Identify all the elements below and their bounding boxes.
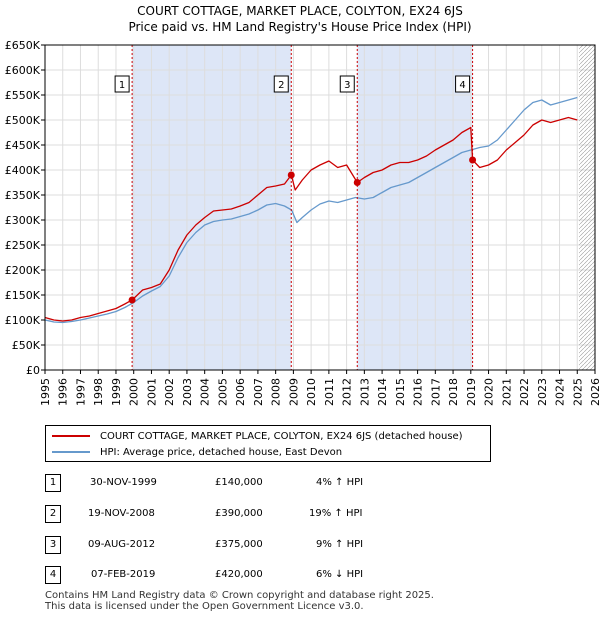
transaction-price: £375,000: [215, 539, 263, 550]
y-tick-label: £600K: [5, 64, 41, 77]
sale-label-box: [339, 75, 355, 93]
x-tick-label: 2002: [163, 378, 176, 406]
sale-point: [128, 296, 136, 304]
transaction-price: £140,000: [215, 477, 263, 488]
shaded-region: [357, 45, 473, 370]
forecast-hatch: [579, 45, 595, 370]
footer-copyright: Contains HM Land Registry data © Crown c…: [45, 590, 434, 601]
x-tick-label: 2021: [500, 378, 513, 406]
property-series-line: [44, 116, 578, 322]
chart-area: 1 2 3 4 £0 £50K £100K £150K £200K £250K £300K £350…: [5, 39, 600, 406]
x-tick-label: 2019: [465, 378, 478, 406]
transaction-hpi: 9% ↑ HPI: [316, 539, 364, 550]
x-tick-label: 2024: [554, 378, 567, 406]
x-tick-label: 2008: [270, 378, 283, 406]
x-tick-label: 2013: [358, 378, 371, 406]
y-tick-label: £650K: [5, 39, 41, 52]
footer-license: This data is licensed under the Open Gov…: [45, 601, 364, 612]
transaction-number: 3: [45, 536, 61, 554]
x-tick-label: 2010: [305, 378, 318, 406]
transaction-row: 1 30-NOV-1999 £140,000 4% ↑ HPI: [45, 474, 505, 494]
transaction-date: 19-NOV-2008: [88, 508, 155, 519]
x-tick-label: 2022: [518, 378, 531, 406]
y-tick-label: £500K: [5, 114, 41, 127]
x-tick-label: 2001: [145, 378, 158, 406]
legend-item-hpi: HPI: Average price, detached house, East…: [52, 444, 342, 460]
legend-label-hpi: HPI: Average price, detached house, East…: [100, 446, 343, 458]
x-tick-label: 2009: [287, 378, 300, 406]
x-tick-label: 1999: [110, 378, 123, 406]
transaction-row: 4 07-FEB-2019 £420,000 6% ↓ HPI: [45, 566, 505, 586]
sale-point: [353, 179, 361, 186]
transaction-hpi: 19% ↑ HPI: [309, 508, 363, 519]
x-tick-label: 2011: [323, 378, 336, 406]
sale-label-box: [114, 75, 130, 93]
transaction-date: 09-AUG-2012: [88, 539, 156, 550]
transaction-number: 1: [45, 474, 61, 492]
x-tick-label: 1995: [39, 378, 52, 406]
y-tick-label: £100K: [5, 314, 41, 327]
y-tick-label: £150K: [5, 289, 41, 302]
x-tick-label: 2003: [181, 378, 194, 406]
x-tick-label: 2006: [234, 378, 247, 406]
y-tick-label: £350K: [5, 189, 41, 202]
sale-label-box: [273, 75, 289, 93]
legend-swatch-hpi: [52, 451, 90, 453]
legend-swatch-property: [52, 435, 90, 437]
sale-label: 1: [119, 80, 125, 91]
transaction-price: £420,000: [215, 569, 263, 580]
x-tick-label: 1998: [92, 378, 105, 406]
sale-label: 4: [459, 80, 465, 91]
x-tick-label: 2023: [536, 378, 549, 406]
y-tick-label: £50K: [12, 339, 41, 352]
y-tick-label: £450K: [5, 139, 41, 152]
x-tick-label: 2014: [376, 378, 389, 406]
chart-subtitle: Price paid vs. HM Land Registry's House …: [128, 20, 472, 34]
transaction-row: 3 09-AUG-2012 £375,000 9% ↑ HPI: [45, 536, 505, 556]
chart-title: COURT COTTAGE, MARKET PLACE, COLYTON, EX…: [137, 4, 463, 18]
y-tick-label: £0: [26, 364, 40, 377]
y-tick-label: £200K: [5, 264, 41, 277]
x-tick-label: 2017: [429, 378, 442, 406]
sale-label-box: [455, 75, 471, 93]
legend: COURT COTTAGE, MARKET PLACE, COLYTON, EX…: [45, 425, 491, 462]
transaction-hpi: 4% ↑ HPI: [316, 477, 364, 488]
transaction-hpi: 6% ↓ HPI: [316, 569, 364, 580]
transaction-number: 2: [45, 505, 61, 523]
y-tick-label: £400K: [5, 164, 41, 177]
plot-frame: [44, 44, 596, 371]
legend-item-property: COURT COTTAGE, MARKET PLACE, COLYTON, EX…: [52, 428, 463, 444]
sale-label: 2: [278, 80, 284, 91]
x-tick-label: 2018: [447, 378, 460, 406]
x-tick-label: 2025: [571, 378, 584, 406]
x-tick-label: 1996: [57, 378, 70, 406]
transaction-row: 2 19-NOV-2008 £390,000 19% ↑ HPI: [45, 505, 505, 525]
sale-label: 3: [344, 80, 350, 91]
x-tick-label: 2000: [128, 378, 141, 406]
y-tick-label: £250K: [5, 239, 41, 252]
transaction-date: 30-NOV-1999: [90, 477, 157, 488]
x-tick-label: 1997: [74, 378, 87, 406]
x-tick-label: 2016: [412, 378, 425, 406]
x-tick-label: 2026: [589, 378, 600, 406]
transaction-price: £390,000: [215, 508, 263, 519]
x-tick-label: 2004: [199, 378, 212, 406]
x-tick-label: 2020: [483, 378, 496, 406]
y-tick-label: £550K: [5, 89, 41, 102]
x-tick-label: 2007: [252, 378, 265, 406]
x-tick-label: 2005: [216, 378, 229, 406]
sale-point: [287, 171, 295, 179]
transaction-date: 07-FEB-2019: [91, 569, 156, 580]
shaded-region: [132, 45, 292, 370]
sale-point: [469, 156, 477, 164]
x-tick-label: 2012: [341, 378, 354, 406]
x-tick-label: 2015: [394, 378, 407, 406]
y-tick-label: £300K: [5, 214, 41, 227]
transaction-number: 4: [45, 566, 61, 584]
legend-label-property: COURT COTTAGE, MARKET PLACE, COLYTON, EX…: [100, 430, 463, 442]
